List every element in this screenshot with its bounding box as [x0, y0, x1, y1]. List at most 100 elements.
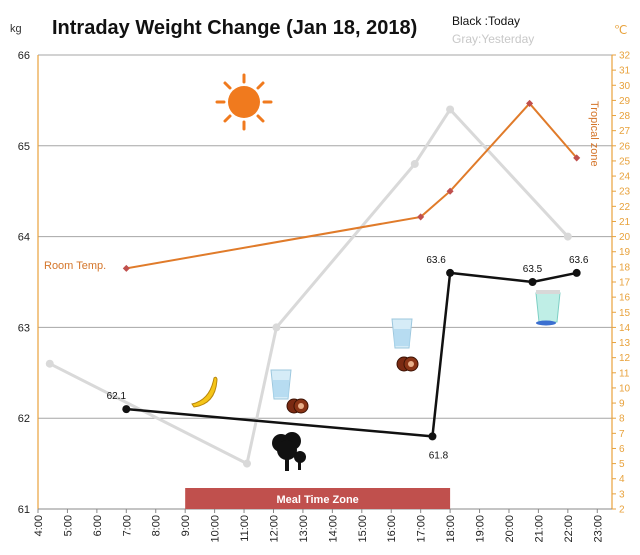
left-tick-label: 61: [18, 504, 30, 516]
today-data-label: 62.1: [107, 391, 127, 402]
right-axis-ticks: 2345678910111213141516171819202122232425…: [612, 51, 631, 516]
right-tick-label: 21: [619, 217, 631, 228]
today-point: [446, 268, 455, 277]
legend-yesterday: Gray:Yesterday: [452, 32, 534, 46]
x-tick-label: 9:00: [180, 515, 192, 536]
today-point: [122, 405, 131, 414]
x-tick-label: 12:00: [268, 515, 280, 543]
right-tick-label: 14: [619, 323, 631, 334]
x-tick-label: 8:00: [151, 515, 163, 536]
right-tick-label: 8: [619, 414, 625, 425]
x-tick-label: 6:00: [92, 515, 104, 536]
today-point: [572, 268, 581, 277]
today-data-label: 63.6: [569, 255, 589, 266]
yesterday-point: [563, 232, 572, 241]
water-glass-icon: [270, 369, 292, 400]
x-tick-label: 14:00: [327, 515, 339, 543]
cup-icon: [535, 290, 561, 326]
right-tick-label: 3: [619, 489, 625, 500]
x-tick-label: 21:00: [533, 515, 545, 543]
x-tick-label: 5:00: [62, 515, 74, 536]
left-tick-label: 65: [18, 141, 30, 153]
today-data-label: 61.8: [429, 450, 449, 461]
yesterday-point: [45, 359, 54, 368]
right-tick-label: 4: [619, 474, 625, 485]
x-tick-label: 17:00: [416, 515, 428, 543]
right-tick-label: 31: [619, 66, 631, 77]
right-tick-label: 12: [619, 353, 631, 364]
right-tick-label: 24: [619, 172, 631, 183]
today-point: [428, 432, 437, 441]
right-tick-label: 26: [619, 141, 631, 152]
chart-title: Intraday Weight Change (Jan 18, 2018): [52, 17, 417, 39]
x-tick-label: 16:00: [386, 515, 398, 543]
right-tick-label: 6: [619, 444, 625, 455]
x-tick-label: 11:00: [239, 515, 251, 542]
room-temp-point: [573, 154, 581, 162]
x-tick-label: 10:00: [210, 515, 222, 543]
room-temp-point: [417, 213, 425, 221]
right-tick-label: 20: [619, 232, 631, 243]
today-line: [126, 271, 577, 438]
yesterday-line: [49, 107, 569, 466]
room-temp-point: [122, 264, 130, 272]
today-data-label: 63.6: [426, 255, 446, 266]
sun-icon: [215, 73, 273, 131]
cookie-icon: [286, 398, 309, 414]
right-tick-label: 32: [619, 51, 631, 62]
left-tick-label: 66: [18, 50, 30, 62]
right-tick-label: 29: [619, 96, 631, 107]
room-temp-line: [126, 101, 578, 270]
tropical-zone-label: Tropical zone: [588, 101, 600, 167]
right-tick-label: 17: [619, 278, 631, 289]
right-tick-label: 30: [619, 81, 631, 92]
x-tick-label: 22:00: [563, 515, 575, 543]
right-tick-label: 10: [619, 383, 631, 394]
right-tick-label: 25: [619, 156, 631, 167]
left-tick-label: 63: [18, 322, 30, 334]
cookie-icon: [396, 356, 419, 372]
x-tick-label: 15:00: [357, 515, 369, 543]
yesterday-point: [446, 105, 455, 114]
left-tick-label: 64: [18, 232, 30, 244]
x-tick-label: 18:00: [445, 515, 457, 543]
right-axis-unit: ℃: [614, 23, 627, 37]
today-data-label: 63.5: [523, 264, 543, 275]
x-tick-label: 23:00: [592, 515, 604, 543]
left-axis-ticks: 61 62 63 64 65 66: [18, 50, 30, 516]
right-tick-label: 23: [619, 187, 631, 198]
right-tick-label: 28: [619, 111, 631, 122]
meal-time-zone-label: Meal Time Zone: [276, 494, 358, 506]
right-tick-label: 27: [619, 126, 631, 137]
x-tick-label: 4:00: [33, 515, 45, 536]
room-temp-label: Room Temp.: [44, 260, 106, 272]
yesterday-point: [410, 159, 419, 168]
right-tick-label: 2: [619, 505, 625, 516]
left-tick-label: 62: [18, 413, 30, 425]
water-glass-icon: [391, 318, 413, 349]
yesterday-point: [242, 459, 251, 468]
right-tick-label: 16: [619, 293, 631, 304]
left-axis-unit: kg: [10, 23, 22, 35]
banana-icon: [191, 376, 218, 408]
today-point: [528, 278, 537, 286]
x-axis-ticks: 4:00 5:00 6:00 7:00 8:00 9:00 10:00 11:00 12:00 1…: [33, 509, 604, 543]
room-temp-point: [526, 99, 534, 107]
right-tick-label: 22: [619, 202, 631, 213]
right-tick-label: 13: [619, 338, 631, 349]
right-tick-label: 19: [619, 247, 631, 258]
meal-time-zone: [185, 488, 451, 509]
yesterday-point: [272, 323, 281, 332]
right-tick-label: 11: [619, 368, 630, 379]
x-tick-label: 20:00: [504, 515, 516, 543]
tree-icon: [272, 432, 306, 471]
right-tick-label: 15: [619, 308, 631, 319]
x-tick-label: 7:00: [121, 515, 133, 536]
right-tick-label: 5: [619, 459, 625, 470]
right-tick-label: 7: [619, 429, 625, 440]
right-tick-label: 9: [619, 399, 625, 410]
series-layer: 62.1 61.8 63.6 63.5 63.6: [45, 99, 589, 468]
legend-today: Black :Today: [452, 14, 520, 28]
